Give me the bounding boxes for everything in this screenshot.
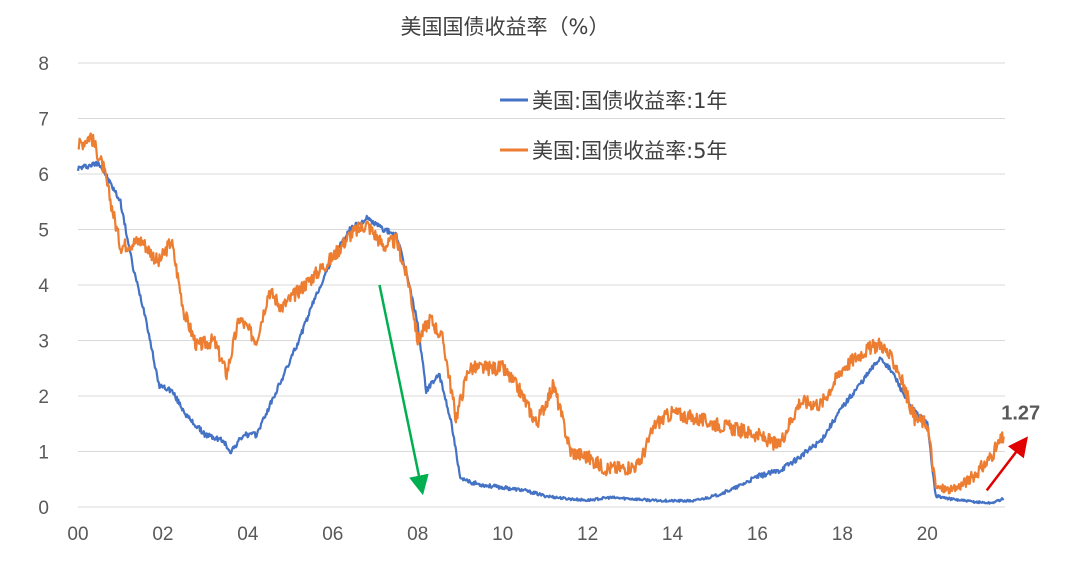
y-tick-label: 6 — [38, 165, 49, 186]
y-tick-label: 2 — [38, 387, 49, 408]
latest-value-label: 1.27 — [1001, 403, 1040, 425]
y-tick-label: 1 — [38, 443, 49, 464]
y-tick-label: 4 — [38, 276, 49, 297]
x-tick-label: 14 — [662, 524, 684, 545]
x-tick-label: 02 — [152, 524, 173, 545]
series-lines — [76, 132, 1005, 505]
x-tick-label: 20 — [917, 524, 938, 545]
x-tick-label: 04 — [237, 524, 259, 545]
x-axis-ticks: 00 02 04 06 08 10 12 14 16 18 20 — [67, 524, 937, 545]
x-tick-label: 10 — [492, 524, 513, 545]
chart-title: 美国国债收益率（%） — [401, 15, 610, 39]
y-tick-label: 7 — [38, 110, 49, 131]
decline-arrow — [378, 284, 429, 496]
series-line-2 — [77, 132, 1005, 495]
y-tick-label: 0 — [38, 498, 49, 519]
x-tick-label: 18 — [832, 524, 853, 545]
y-axis-ticks: 0 1 2 3 4 5 6 7 8 — [38, 54, 49, 519]
x-tick-label: 16 — [747, 524, 768, 545]
legend-label-2: 美国:国债收益率:5年 — [532, 139, 728, 163]
x-tick-label: 00 — [67, 524, 88, 545]
rise-arrow — [985, 436, 1028, 492]
series-line-1 — [76, 160, 1005, 505]
x-tick-label: 08 — [407, 524, 428, 545]
x-tick-label: 12 — [577, 524, 598, 545]
y-tick-label: 8 — [38, 54, 49, 75]
annotations: 1.27 — [378, 284, 1040, 496]
legend-label-1: 美国:国债收益率:1年 — [532, 89, 728, 113]
x-tick-label: 06 — [322, 524, 343, 545]
y-tick-label: 3 — [38, 332, 49, 353]
y-tick-label: 5 — [38, 221, 49, 242]
